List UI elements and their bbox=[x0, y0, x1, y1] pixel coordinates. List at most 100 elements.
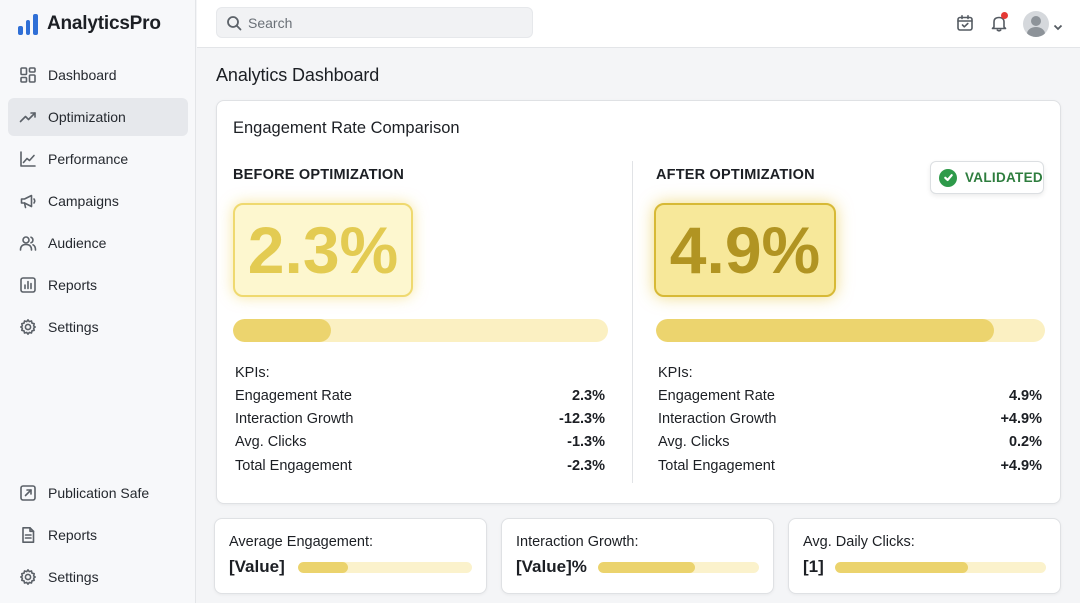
metric-label: Interaction Growth: bbox=[516, 534, 639, 550]
sidebar-nav-primary: Dashboard Optimization Performance Campa… bbox=[8, 56, 188, 350]
kpi-value: -1.3% bbox=[567, 434, 605, 451]
gear-icon bbox=[19, 568, 37, 586]
kpi-row: Interaction Growth +4.9% bbox=[658, 407, 1042, 430]
kpi-row: Engagement Rate 4.9% bbox=[658, 384, 1042, 407]
kpi-name: Interaction Growth bbox=[235, 410, 354, 427]
kpi-heading: KPIs: bbox=[235, 365, 270, 381]
sidebar-item-label: Campaigns bbox=[48, 193, 119, 209]
metric-value: [Value]% bbox=[516, 557, 587, 576]
grid-icon bbox=[19, 66, 37, 84]
user-menu[interactable] bbox=[1023, 10, 1063, 37]
check-circle-icon bbox=[939, 168, 957, 187]
sidebar-item-audience[interactable]: Audience bbox=[8, 224, 188, 262]
sidebar-item-reports-secondary[interactable]: Reports bbox=[8, 516, 188, 554]
sidebar-item-publication-safe[interactable]: Publication Safe bbox=[8, 474, 188, 512]
after-progress-fill bbox=[656, 319, 995, 342]
metric-progress-fill bbox=[298, 562, 349, 573]
kpi-row: Engagement Rate 2.3% bbox=[235, 384, 605, 407]
page-title: Analytics Dashboard bbox=[216, 65, 380, 85]
bar-report-icon bbox=[19, 276, 37, 294]
before-label: BEFORE OPTIMIZATION bbox=[233, 167, 405, 183]
validated-badge-label: VALIDATED bbox=[965, 170, 1043, 185]
kpi-value: +4.9% bbox=[1000, 410, 1042, 427]
card-title: Engagement Rate Comparison bbox=[233, 119, 460, 137]
before-big-value: 2.3% bbox=[233, 203, 413, 297]
kpi-value: -12.3% bbox=[559, 410, 605, 427]
bar-chart-logo-icon bbox=[18, 13, 39, 35]
brand-name: AnalyticsPro bbox=[47, 13, 161, 34]
before-progress-bar bbox=[233, 319, 608, 342]
sidebar-item-reports[interactable]: Reports bbox=[8, 266, 188, 304]
metric-card-avg-daily-clicks: Avg. Daily Clicks: [1] bbox=[788, 518, 1061, 594]
topbar bbox=[197, 0, 1080, 48]
sidebar-item-label: Optimization bbox=[48, 109, 126, 125]
sidebar-item-performance[interactable]: Performance bbox=[8, 140, 188, 178]
kpi-name: Total Engagement bbox=[235, 457, 352, 474]
metric-value: [1] bbox=[803, 557, 824, 576]
kpi-row: Total Engagement +4.9% bbox=[658, 454, 1042, 477]
notifications-button[interactable] bbox=[988, 12, 1010, 34]
sidebar-item-dashboard[interactable]: Dashboard bbox=[8, 56, 188, 94]
kpi-name: Engagement Rate bbox=[235, 387, 352, 404]
after-big-value: 4.9% bbox=[654, 203, 836, 297]
line-chart-icon bbox=[19, 150, 37, 168]
calendar-check-icon bbox=[957, 14, 973, 31]
kpi-name: Interaction Growth bbox=[658, 410, 777, 427]
after-panel: AFTER OPTIMIZATION 4.9% KPIs: Engagement… bbox=[654, 167, 1046, 474]
before-panel: BEFORE OPTIMIZATION 2.3% KPIs: Engagemen… bbox=[233, 167, 609, 474]
sidebar-item-label: Settings bbox=[48, 569, 99, 585]
sidebar-item-label: Audience bbox=[48, 235, 107, 251]
document-icon bbox=[19, 526, 37, 544]
metric-progress-fill bbox=[598, 562, 695, 573]
kpi-row: Avg. Clicks -1.3% bbox=[235, 431, 605, 454]
metric-card-average-engagement: Average Engagement: [Value] bbox=[214, 518, 487, 594]
metric-label: Average Engagement: bbox=[229, 534, 374, 550]
after-kpis: KPIs: Engagement Rate 4.9% Interaction Gr… bbox=[658, 365, 1042, 477]
sidebar-item-settings[interactable]: Settings bbox=[8, 308, 188, 346]
metric-progress-bar bbox=[835, 562, 1046, 573]
before-kpis: KPIs: Engagement Rate 2.3% Interaction Gr… bbox=[235, 365, 605, 477]
sidebar-item-label: Publication Safe bbox=[48, 485, 150, 501]
kpi-row: Total Engagement -2.3% bbox=[235, 454, 605, 477]
search-icon bbox=[227, 15, 242, 30]
external-box-icon bbox=[19, 484, 37, 502]
metric-progress-fill bbox=[835, 562, 968, 573]
metric-card-interaction-growth: Interaction Growth: [Value]% bbox=[501, 518, 774, 594]
before-progress-fill bbox=[233, 319, 331, 342]
kpi-value: +4.9% bbox=[1000, 457, 1042, 474]
sidebar-item-label: Reports bbox=[48, 527, 98, 543]
sidebar-item-campaigns[interactable]: Campaigns bbox=[8, 182, 188, 220]
search-input[interactable] bbox=[248, 14, 518, 31]
calendar-check-button[interactable] bbox=[954, 12, 976, 34]
megaphone-icon bbox=[19, 192, 37, 210]
sidebar-item-label: Reports bbox=[48, 277, 98, 293]
validated-badge: VALIDATED bbox=[930, 161, 1044, 194]
sidebar-item-label: Performance bbox=[48, 151, 129, 167]
after-progress-bar bbox=[656, 319, 1045, 342]
metric-progress-bar bbox=[598, 562, 759, 573]
sidebar-item-settings-secondary[interactable]: Settings bbox=[8, 558, 188, 596]
sidebar-item-optimization[interactable]: Optimization bbox=[8, 98, 188, 136]
kpi-name: Total Engagement bbox=[658, 457, 775, 474]
trend-up-icon bbox=[19, 108, 37, 126]
kpi-value: 2.3% bbox=[571, 387, 605, 404]
notification-dot bbox=[1001, 12, 1008, 19]
sidebar-item-label: Dashboard bbox=[48, 67, 117, 83]
kpi-name: Avg. Clicks bbox=[658, 434, 730, 451]
sidebar: AnalyticsPro Dashboard Optimization Perf… bbox=[0, 0, 196, 603]
sidebar-nav-secondary: Publication Safe Reports Settings bbox=[8, 474, 188, 600]
kpi-value: 0.2% bbox=[1008, 434, 1042, 451]
brand[interactable]: AnalyticsPro bbox=[18, 10, 161, 38]
search-box[interactable] bbox=[216, 7, 533, 38]
kpi-name: Engagement Rate bbox=[658, 387, 775, 404]
engagement-comparison-card: Engagement Rate Comparison BEFORE OPTIMI… bbox=[216, 100, 1061, 504]
kpi-value: -2.3% bbox=[567, 457, 605, 474]
kpi-name: Avg. Clicks bbox=[235, 434, 307, 451]
kpi-row: Interaction Growth -12.3% bbox=[235, 407, 605, 430]
kpi-heading: KPIs: bbox=[658, 365, 693, 381]
metric-label: Avg. Daily Clicks: bbox=[803, 534, 915, 550]
kpi-row: Avg. Clicks 0.2% bbox=[658, 431, 1042, 454]
bell-icon bbox=[991, 16, 1007, 32]
users-icon bbox=[19, 234, 37, 252]
sidebar-item-label: Settings bbox=[48, 319, 99, 335]
